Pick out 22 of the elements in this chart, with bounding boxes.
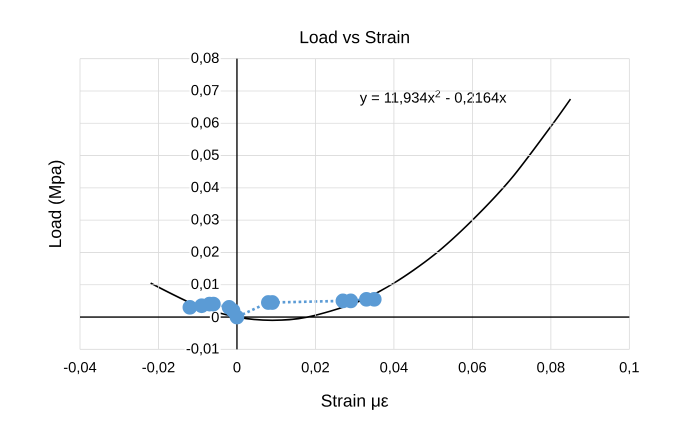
y-tick-label: 0 [212,312,219,322]
y-tick-label: -0,01 [186,343,219,356]
x-tick-label: 0,02 [302,362,329,374]
x-tick-label: 0,06 [458,362,486,374]
annotation: y = 11,934x$^{2}$ - 0,2164x [360,90,506,106]
y-tick-label: 0,06 [191,117,219,130]
x-axis-title: Strain με [322,394,388,410]
x-tick-label: 0,1 [620,362,639,374]
y-axis-title: Load (Mpa) [48,160,65,247]
x-tick-label: -0,02 [142,362,174,374]
x-tick-label: 0,04 [380,362,408,374]
y-tick-label: 0,07 [191,84,219,98]
y-tick-label: 0,02 [191,246,219,259]
x-tick-label: -0,04 [64,362,96,374]
y-tick-label: 0,08 [191,52,219,65]
y-tick-label: 0,04 [191,182,219,194]
y-tick-label: 0,01 [191,278,219,291]
x-tick-label: 0,08 [537,362,564,374]
chart-title: Load vs Strain [300,30,409,44]
y-tick-label: 0,05 [191,150,219,162]
y-tick-label: 0,03 [191,214,219,226]
x-tick-label: 0 [233,362,240,372]
